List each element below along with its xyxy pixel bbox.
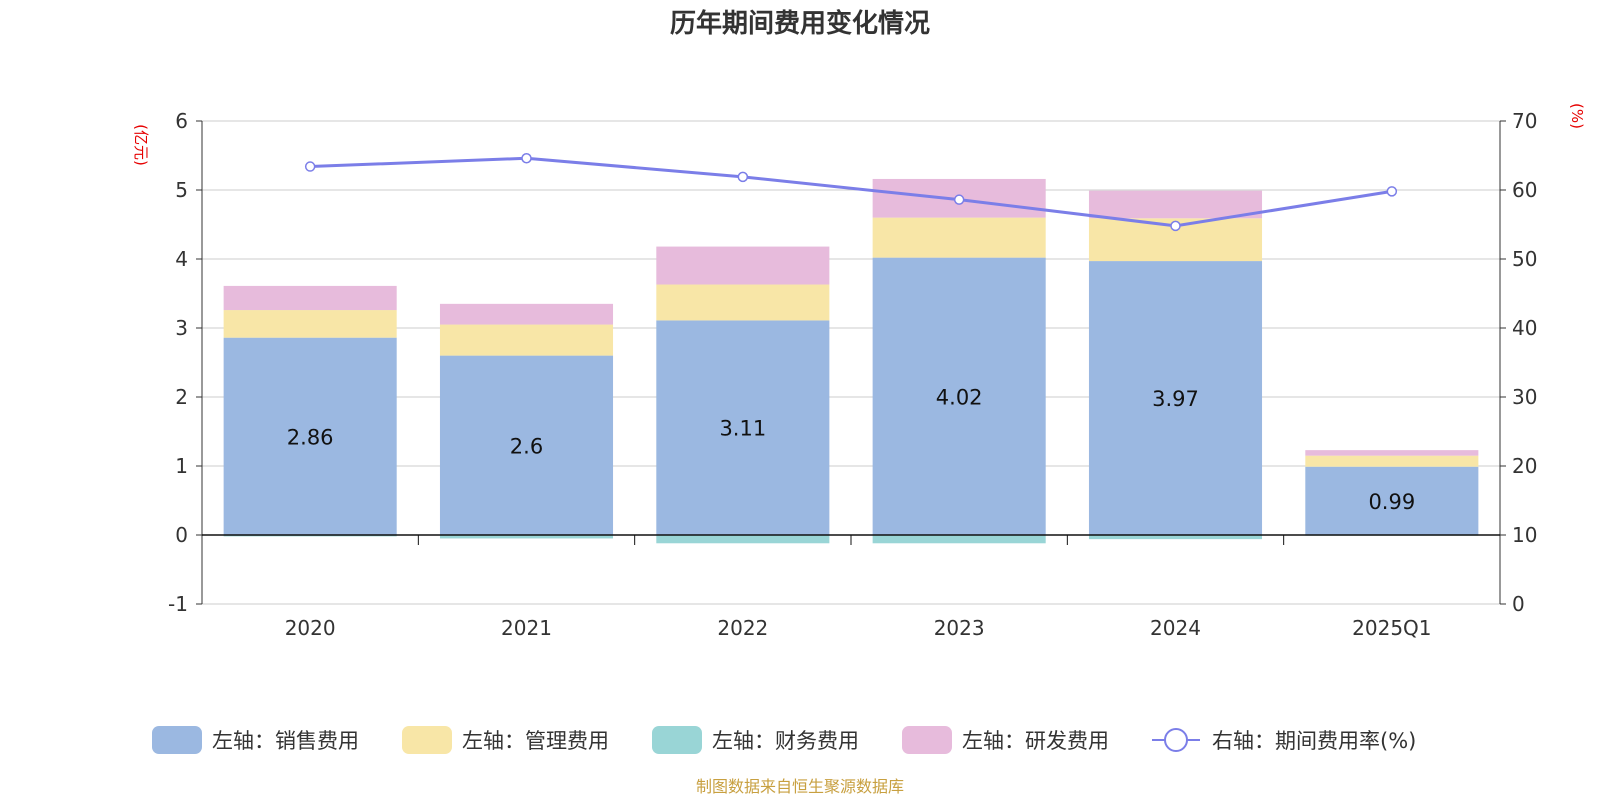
bar-segment	[872, 535, 1046, 544]
right-tick-label: 20	[1512, 454, 1537, 478]
x-tick-label: 2021	[501, 616, 552, 640]
right-tick-label: 0	[1512, 592, 1525, 616]
rate-line-point	[737, 171, 749, 183]
legend-swatch	[152, 726, 202, 754]
legend: 左轴：销售费用 左轴：管理费用 左轴：财务费用 左轴：研发费用 右轴：期间费用率(%)	[152, 726, 1416, 754]
bar-segment	[223, 337, 397, 535]
bar-segment	[223, 285, 397, 311]
bar-segment	[656, 320, 830, 535]
expense-rate-line	[304, 153, 1398, 232]
rate-line-path	[310, 156, 1393, 228]
left-tick-label: 0	[175, 523, 188, 547]
bar-segment	[872, 257, 1046, 535]
legend-label: 左轴：研发费用	[962, 729, 1109, 753]
right-tick-label: 70	[1512, 109, 1537, 133]
x-tick-label: 2023	[934, 616, 985, 640]
bar-segment	[1305, 455, 1479, 467]
data-label: 3.11	[719, 417, 766, 441]
bar-segment	[439, 355, 614, 535]
legend-swatch	[902, 726, 952, 754]
bar-segment	[439, 535, 614, 539]
legend-swatch	[402, 726, 452, 754]
rate-line-point	[1386, 186, 1398, 197]
bar-segment	[1088, 261, 1263, 535]
left-tick-label: 1	[175, 454, 188, 478]
bar-segment	[1088, 535, 1263, 540]
left-tick-label: 4	[175, 247, 188, 271]
right-tick-label: 30	[1512, 385, 1537, 409]
bar-segment	[656, 284, 830, 321]
legend-swatch	[652, 726, 702, 754]
data-label: 3.97	[1152, 387, 1199, 411]
data-label: 0.99	[1368, 490, 1415, 514]
bar-segment	[223, 310, 397, 338]
legend-label: 左轴：财务费用	[712, 729, 859, 753]
right-tick-label: 40	[1512, 316, 1537, 340]
x-tick-label: 2025Q1	[1352, 616, 1431, 640]
legend-label: 右轴：期间费用率(%)	[1212, 729, 1416, 753]
x-tick-label: 2022	[717, 616, 768, 640]
bar-segment	[656, 535, 830, 544]
data-label: 2.6	[510, 434, 543, 458]
data-labels: 2.86 2.6 3.11 4.02 3.97 0.99	[287, 385, 1415, 514]
legend-line-marker	[1164, 728, 1188, 752]
bar-segment	[1305, 450, 1479, 456]
x-tick-label: 2024	[1150, 616, 1201, 640]
left-tick-label: 3	[175, 316, 188, 340]
bars	[223, 178, 1479, 544]
left-tick-label: -1	[168, 592, 188, 616]
right-axis-unit: (%)	[1568, 103, 1586, 129]
left-tick-label: 5	[175, 178, 188, 202]
legend-label: 左轴：销售费用	[212, 729, 359, 753]
data-label: 2.86	[287, 425, 334, 449]
right-tick-label: 60	[1512, 178, 1537, 202]
data-label: 4.02	[936, 385, 983, 409]
bar-segment	[439, 303, 614, 325]
bar-segment	[1305, 466, 1479, 535]
rate-line-point	[1170, 220, 1181, 232]
rate-line-point	[953, 194, 965, 205]
legend-label: 左轴：管理费用	[462, 729, 609, 753]
x-tick-label: 2020	[285, 616, 336, 640]
right-tick-label: 10	[1512, 523, 1537, 547]
left-axis-unit: (亿元)	[132, 124, 150, 166]
right-tick-label: 50	[1512, 247, 1537, 271]
bar-segment	[1088, 190, 1263, 219]
left-tick-label: 2	[175, 385, 188, 409]
left-tick-label: 6	[175, 109, 188, 133]
rate-line-point	[521, 153, 532, 164]
bar-segment	[656, 246, 830, 285]
bar-segment	[872, 217, 1046, 258]
chart-title: 历年期间费用变化情况	[670, 8, 930, 39]
rate-line-point	[304, 161, 316, 172]
source-note: 制图数据来自恒生聚源数据库	[696, 777, 904, 796]
bar-segment	[439, 324, 614, 356]
